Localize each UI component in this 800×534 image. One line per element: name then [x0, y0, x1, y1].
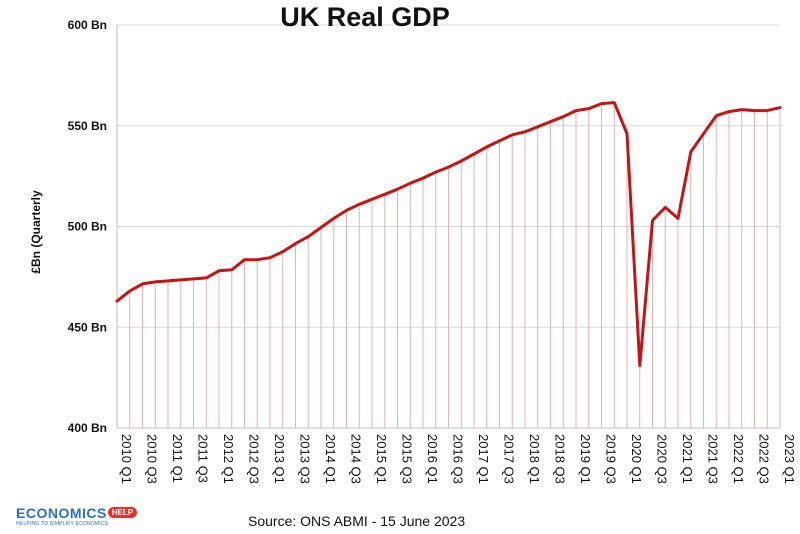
x-tick-label: 2022 Q3 [757, 434, 772, 484]
chart-title: UK Real GDP [280, 2, 450, 32]
y-tick-label: 550 Bn [68, 119, 107, 133]
x-tick-label: 2012 Q1 [221, 434, 236, 484]
x-tick-label: 2014 Q1 [323, 434, 338, 484]
x-tick-label: 2015 Q1 [374, 434, 389, 484]
economics-help-logo: ECONOMICS HELP HELPING TO SIMPLIFY ECONOM… [16, 505, 138, 527]
x-tick-label: 2020 Q3 [655, 434, 670, 484]
x-tick-label: 2011 Q1 [170, 434, 185, 483]
x-tick-label: 2020 Q1 [629, 434, 644, 484]
axes [116, 25, 780, 429]
x-tick-label: 2019 Q1 [578, 434, 593, 484]
y-tick-label: 450 Bn [68, 320, 107, 334]
logo-tagline: HELPING TO SIMPLIFY ECONOMICS [16, 521, 109, 527]
x-tick-label: 2021 Q3 [706, 434, 721, 484]
source-note: Source: ONS ABMI - 15 June 2023 [248, 513, 466, 529]
logo-brand: ECONOMICS [16, 505, 107, 521]
x-tick-label: 2017 Q3 [502, 434, 517, 484]
x-tick-label: 2018 Q3 [553, 434, 568, 484]
x-tick-label: 2011 Q3 [196, 434, 211, 483]
x-tick-label: 2015 Q3 [400, 434, 415, 484]
x-tick-label: 2022 Q1 [731, 434, 746, 484]
drop-lines [116, 102, 781, 428]
x-tick-label: 2010 Q1 [119, 434, 134, 484]
x-tick-label: 2012 Q3 [247, 434, 262, 484]
x-tick-label: 2010 Q3 [145, 434, 160, 484]
x-tick-label: 2018 Q1 [527, 434, 542, 484]
y-tick-label: 500 Bn [68, 220, 107, 234]
series-line [115, 101, 782, 367]
x-tick-label: 2014 Q3 [349, 434, 364, 484]
x-tick-label: 2013 Q3 [298, 434, 313, 484]
y-axis-ticks: 400 Bn 450 Bn 500 Bn 550 Bn 600 Bn [68, 18, 107, 435]
gdp-line [115, 101, 782, 367]
logo-badge: HELP [107, 507, 138, 518]
y-tick-label: 400 Bn [68, 421, 107, 435]
y-tick-label: 600 Bn [68, 18, 107, 32]
x-tick-label: 2023 Q1 [782, 434, 797, 484]
x-tick-label: 2019 Q3 [604, 434, 619, 484]
y-axis-label: £Bn (Quarterly [29, 190, 43, 274]
x-tick-label: 2013 Q1 [272, 434, 287, 484]
x-tick-label: 2016 Q3 [451, 434, 466, 484]
x-tick-label: 2016 Q1 [425, 434, 440, 484]
x-tick-label: 2017 Q1 [476, 434, 491, 484]
x-tick-label: 2021 Q1 [680, 434, 695, 484]
x-axis-ticks: 2010 Q1 2010 Q3 2011 Q1 2011 Q3 2012 Q1 2012 … [119, 434, 797, 484]
